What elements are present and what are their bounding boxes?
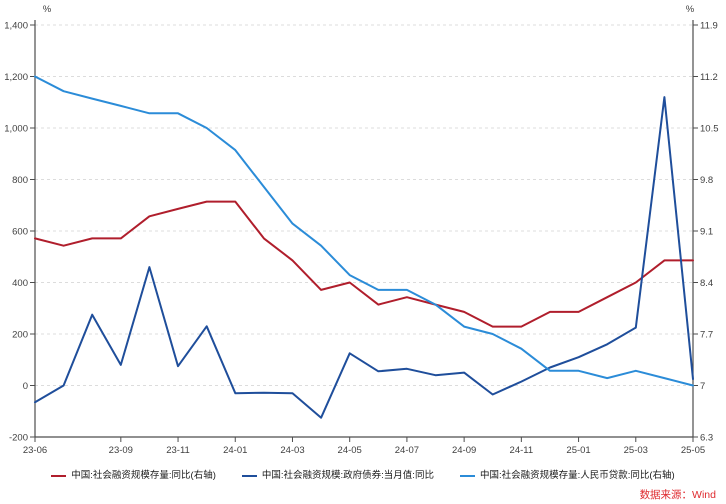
chart-legend: 中国:社会融资规模存量:同比(右轴) 中国:社会融资规模:政府债券:当月值:同比 中…	[0, 468, 726, 484]
series-line-1	[34, 96, 694, 419]
left-axis-tick-label: 1,000	[4, 124, 28, 135]
right-axis-tick-label: 10.5	[700, 124, 719, 135]
right-axis-tick-label: 8.4	[700, 278, 713, 289]
right-axis-tick-label: 9.1	[700, 227, 713, 238]
left-axis-tick-label: 600	[12, 227, 28, 238]
data-source-note: 数据来源：Wind	[639, 489, 716, 502]
x-axis-tick-label: 25-03	[624, 445, 648, 456]
series-line-2	[34, 75, 694, 387]
left-axis-tick-label: 800	[12, 175, 28, 186]
x-axis-tick-label: 25-01	[566, 445, 590, 456]
x-axis-tick-label: 24-01	[223, 445, 247, 456]
x-axis-tick-label: 23-11	[166, 445, 190, 456]
plot-area: 1,400 11.9 1,200 11.2 1,000 10.5 800 9.8 600 9.1 4…	[4, 4, 719, 456]
left-axis-unit-label: %	[43, 4, 52, 15]
x-axis-tick-label: 25-05	[681, 445, 705, 456]
right-axis-tick-label: 9.8	[700, 175, 713, 186]
right-axis-tick-label: 7	[700, 381, 705, 392]
x-axis-tick-label: 24-05	[338, 445, 362, 456]
x-axis-tick-label: 24-09	[452, 445, 476, 456]
legend-item-0[interactable]: 中国:社会融资规模存量:同比(右轴)	[51, 471, 216, 481]
chart-svg: 1,400 11.9 1,200 11.2 1,000 10.5 800 9.8 600 9.1 4…	[4, 4, 719, 456]
x-axis-tick-label: 23-06	[23, 445, 47, 456]
right-axis-tick-label: 11.2	[700, 72, 718, 83]
legend-label: 中国:社会融资规模存量:人民币贷款:同比(右轴)	[479, 470, 675, 482]
legend-line-swatch	[241, 475, 257, 477]
left-axis-tick-label: 1,400	[4, 21, 28, 32]
left-axis-tick-label: 1,200	[4, 72, 28, 83]
legend-label: 中国:社会融资规模存量:同比(右轴)	[71, 470, 216, 482]
legend-item-1[interactable]: 中国:社会融资规模:政府债券:当月值:同比	[241, 470, 434, 482]
x-axis-tick-label: 24-03	[280, 445, 304, 456]
legend-line-swatch	[459, 475, 475, 477]
legend-label: 中国:社会融资规模:政府债券:当月值:同比	[261, 470, 434, 482]
x-axis-tick-label: 24-07	[395, 445, 419, 456]
left-axis-tick-label: 400	[12, 278, 28, 289]
right-axis-unit-label: %	[686, 4, 695, 15]
legend-item-2[interactable]: 中国:社会融资规模存量:人民币贷款:同比(右轴)	[459, 470, 675, 482]
left-axis-tick-label: -200	[9, 433, 28, 444]
x-axis-tick-label: 23-09	[109, 445, 133, 456]
left-axis-tick-label: 200	[12, 330, 28, 341]
left-axis-tick-label: 0	[23, 381, 28, 392]
right-axis-tick-label: 7.7	[700, 330, 713, 341]
legend-line-swatch	[51, 475, 67, 477]
x-axis-tick-label: 24-11	[510, 445, 534, 456]
series-line-0	[34, 200, 694, 328]
right-axis-tick-label: 11.9	[700, 21, 718, 32]
right-axis-tick-label: 6.3	[700, 433, 713, 444]
